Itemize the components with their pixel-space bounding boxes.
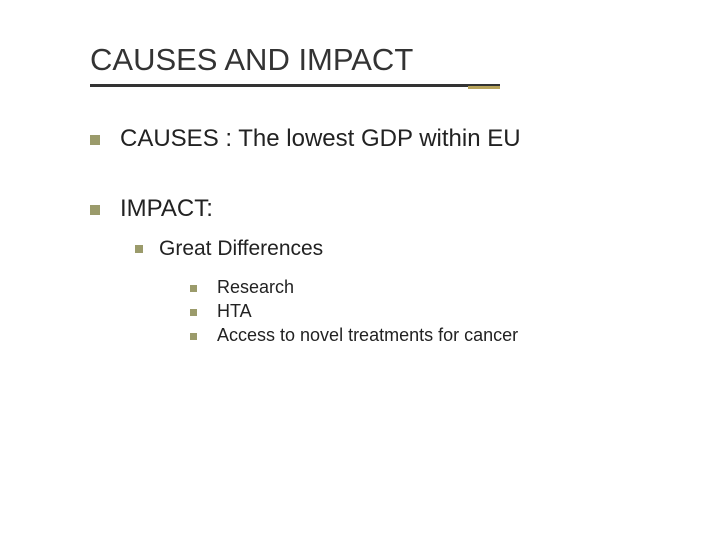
square-bullet-icon [190,309,197,316]
bullet-item-level1: IMPACT: [90,195,670,223]
bullet-item-level1: CAUSES : The lowest GDP within EU [90,125,670,153]
bullet-item-level3: HTA [190,301,670,322]
level1-text: IMPACT: [120,195,213,223]
bullet-item-level3: Research [190,277,670,298]
level3-text: Research [217,277,294,298]
title-rule [90,84,500,87]
square-bullet-icon [90,135,100,145]
level3-text: HTA [217,301,252,322]
title-accent [468,86,500,89]
bullet-item-level2: Great Differences [135,237,670,261]
level3-block: Research HTA Access to novel treatments … [90,277,670,346]
level2-text: Great Differences [159,237,323,261]
bullet-item-level3: Access to novel treatments for cancer [190,325,670,346]
square-bullet-icon [190,285,197,292]
square-bullet-icon [90,205,100,215]
level3-text: Access to novel treatments for cancer [217,325,518,346]
level1-text: CAUSES : The lowest GDP within EU [120,125,521,153]
square-bullet-icon [190,333,197,340]
slide-title: CAUSES AND IMPACT [90,42,670,78]
slide-container: CAUSES AND IMPACT CAUSES : The lowest GD… [0,0,720,540]
square-bullet-icon [135,245,143,253]
level2-block: Great Differences Research HTA Access to… [90,237,670,346]
